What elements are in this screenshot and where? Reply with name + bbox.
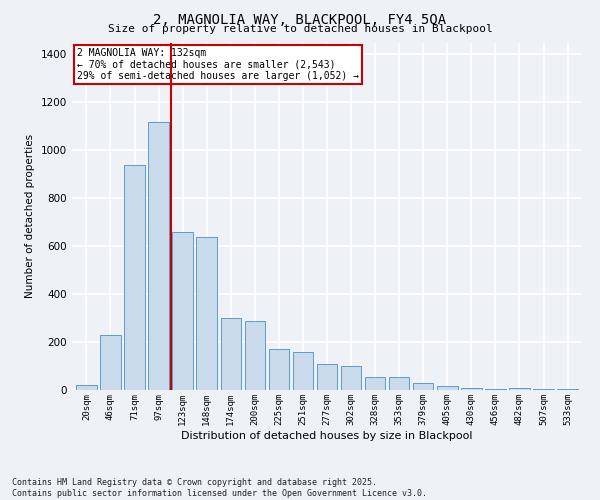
- Bar: [461, 388, 482, 390]
- Bar: [172, 232, 193, 390]
- Bar: [389, 377, 409, 390]
- Bar: [485, 389, 506, 390]
- Text: 2 MAGNOLIA WAY: 132sqm
← 70% of detached houses are smaller (2,543)
29% of semi-: 2 MAGNOLIA WAY: 132sqm ← 70% of detached…: [77, 48, 359, 81]
- Bar: [533, 389, 554, 390]
- Bar: [293, 352, 313, 390]
- Bar: [196, 236, 217, 390]
- Bar: [437, 386, 458, 390]
- Bar: [509, 388, 530, 390]
- Bar: [317, 364, 337, 390]
- Text: Size of property relative to detached houses in Blackpool: Size of property relative to detached ho…: [107, 24, 493, 34]
- Bar: [269, 350, 289, 390]
- Bar: [245, 320, 265, 390]
- Bar: [100, 335, 121, 390]
- Text: 2, MAGNOLIA WAY, BLACKPOOL, FY4 5QA: 2, MAGNOLIA WAY, BLACKPOOL, FY4 5QA: [154, 12, 446, 26]
- Bar: [341, 366, 361, 390]
- Bar: [413, 383, 433, 390]
- Bar: [76, 385, 97, 390]
- Bar: [148, 122, 169, 390]
- Y-axis label: Number of detached properties: Number of detached properties: [25, 134, 35, 298]
- Bar: [365, 377, 385, 390]
- Bar: [221, 318, 241, 390]
- Text: Contains HM Land Registry data © Crown copyright and database right 2025.
Contai: Contains HM Land Registry data © Crown c…: [12, 478, 427, 498]
- Bar: [124, 164, 145, 390]
- X-axis label: Distribution of detached houses by size in Blackpool: Distribution of detached houses by size …: [181, 430, 473, 440]
